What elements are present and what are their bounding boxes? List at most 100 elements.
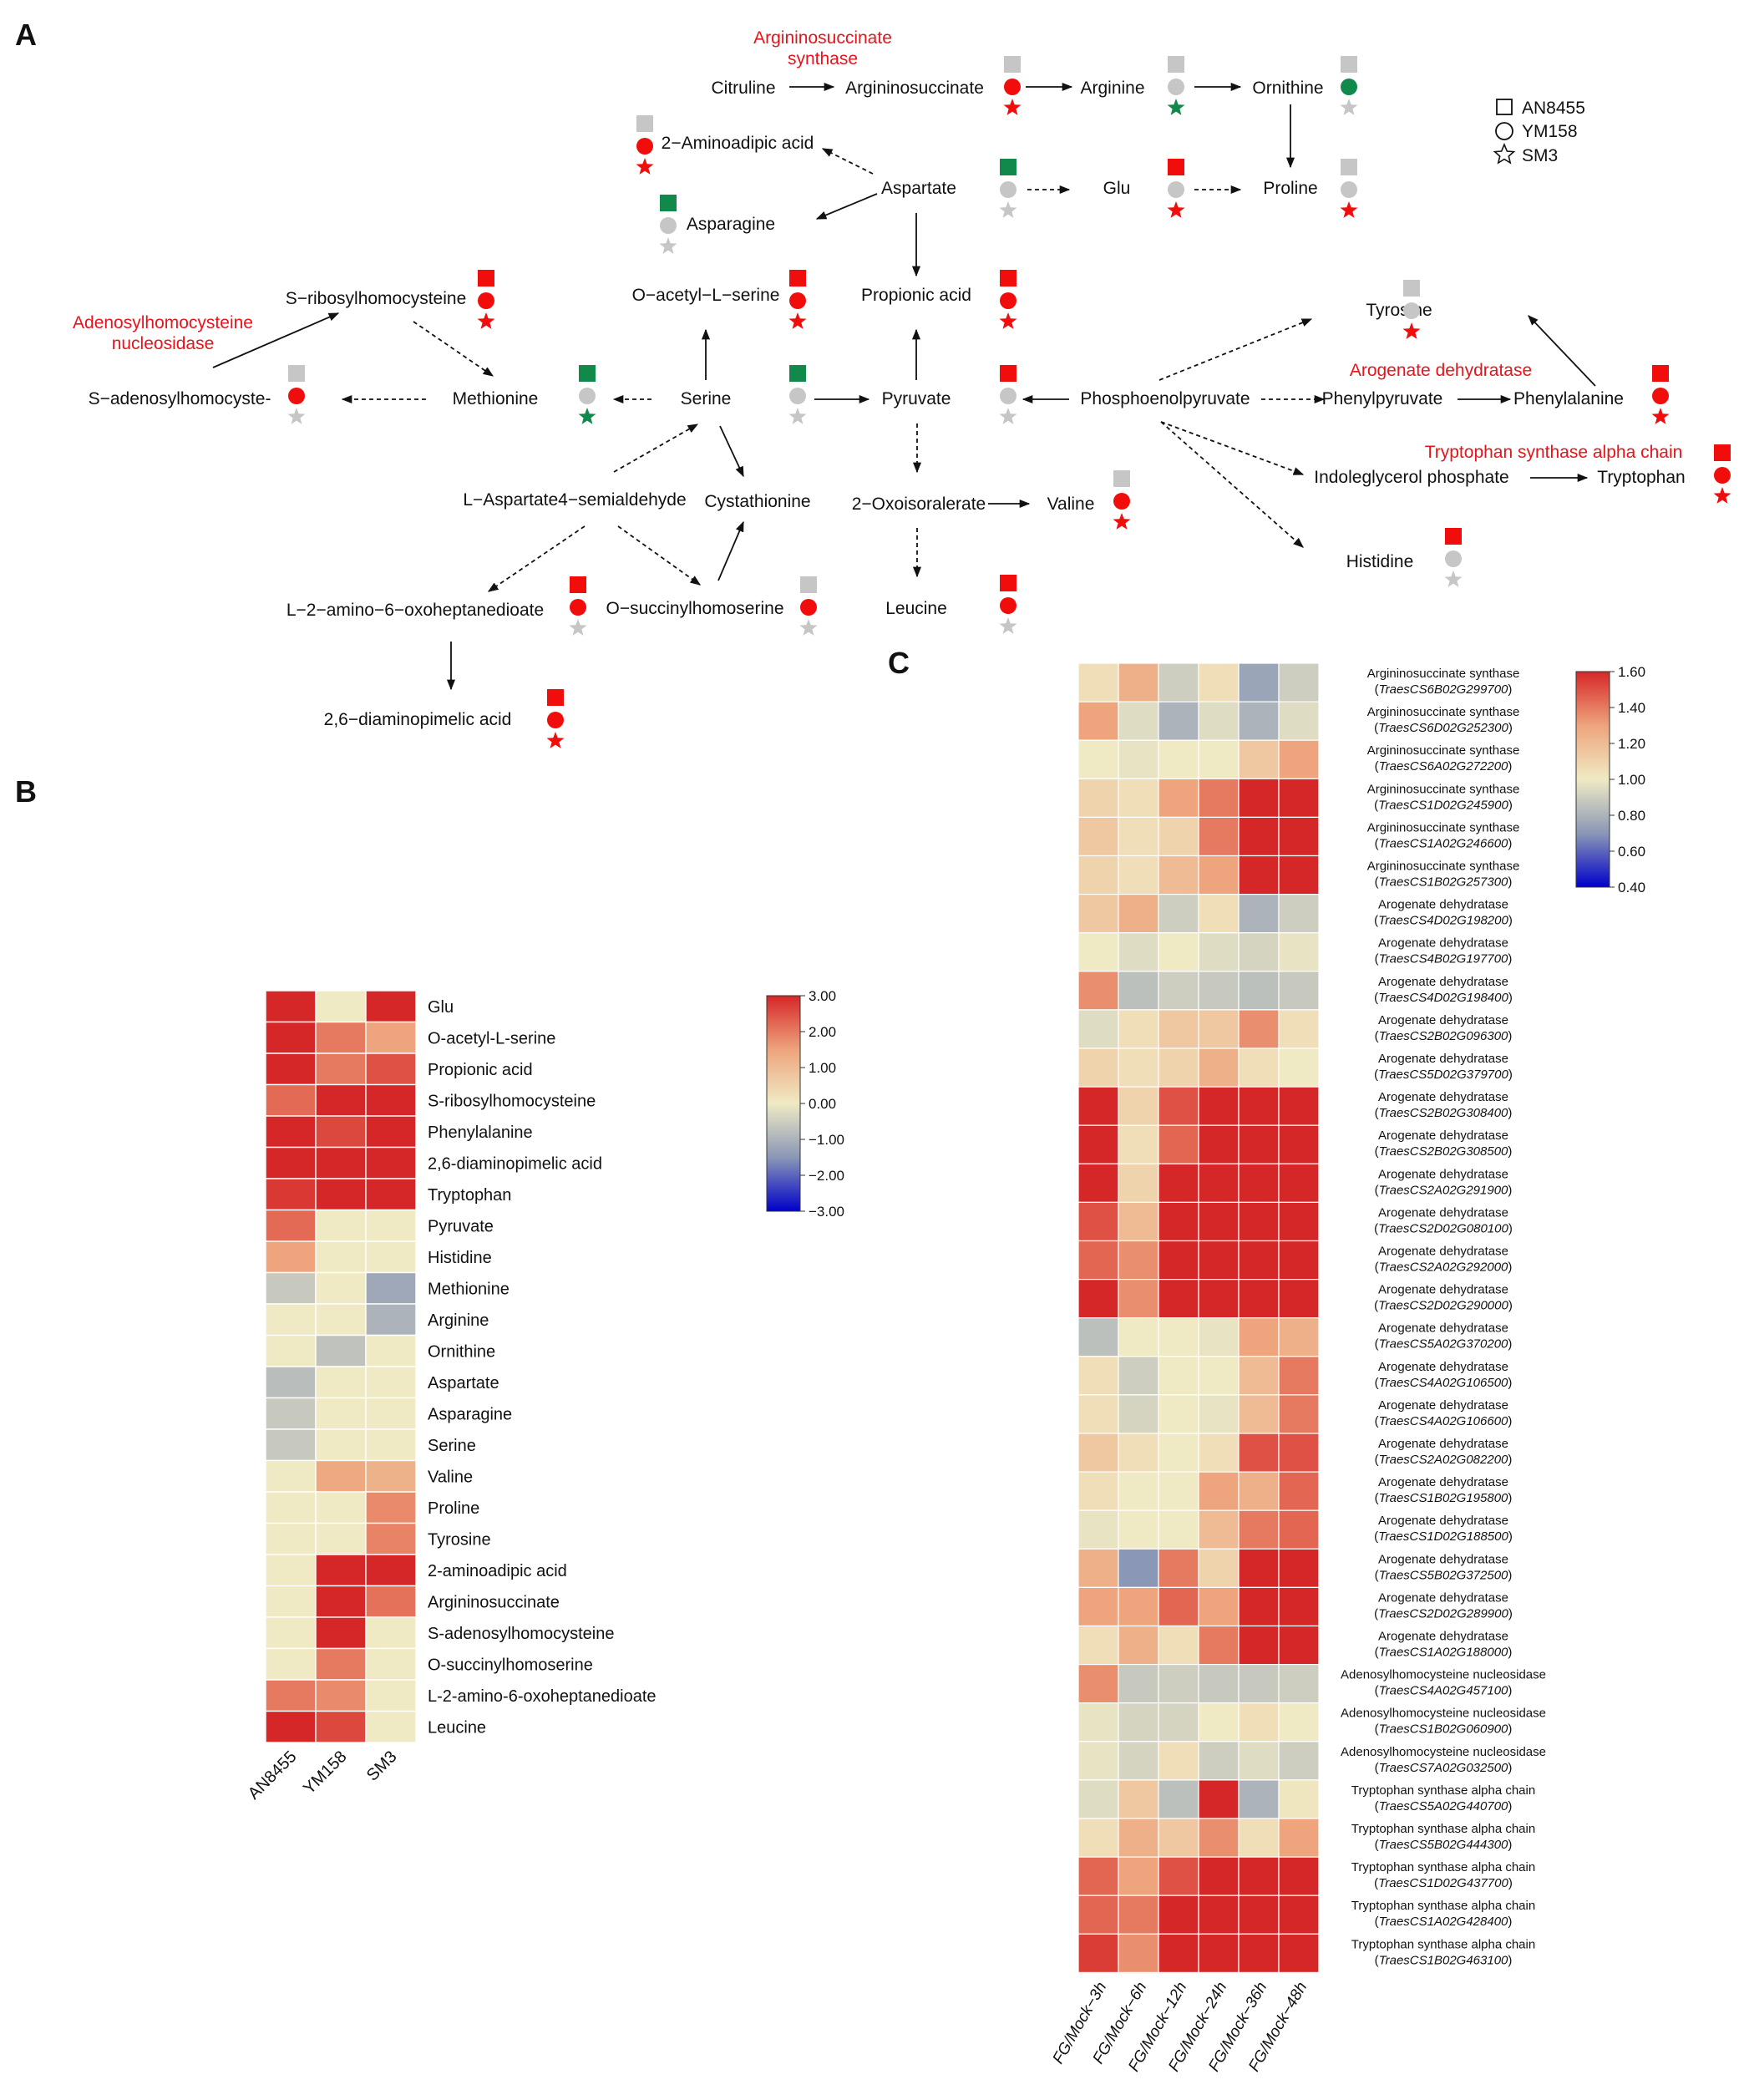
enzyme-label: nucleosidase xyxy=(112,334,215,353)
heatmap-c-row-gene: (TraesCS5B02G372500) xyxy=(1375,1568,1513,1582)
heatmap-b-cell xyxy=(315,1334,367,1367)
heatmap-c-cell xyxy=(1278,1433,1320,1473)
heatmap-c-cell xyxy=(1077,1933,1119,1974)
heatmap-b-row-label: O-succinylhomoserine xyxy=(428,1656,593,1674)
heatmap-c-cell xyxy=(1278,1625,1320,1666)
marker-square-sribosyl xyxy=(478,270,494,287)
heatmap-c-cell xyxy=(1278,1663,1320,1704)
heatmap-c-row-name: Arogenate dehydratase xyxy=(1378,1630,1508,1644)
heatmap-c-cell xyxy=(1278,1163,1320,1204)
marker-star-aspartate xyxy=(999,201,1017,218)
heatmap-c-cell xyxy=(1198,1586,1240,1627)
heatmap-c-row-gene: (TraesCS5A02G370200) xyxy=(1375,1337,1513,1352)
heatmap-b-cell xyxy=(265,1083,317,1117)
heatmap-b-row-label: Tryptophan xyxy=(428,1186,511,1205)
heatmap-c-cell xyxy=(1198,816,1240,857)
marker-star-propionic xyxy=(999,312,1017,329)
marker-circle-argininosuccinate xyxy=(1004,79,1021,95)
colorbar-c-tick-label: 1.20 xyxy=(1618,736,1645,752)
heatmap-c-row-gene: (TraesCS5B02G444300) xyxy=(1375,1838,1513,1852)
heatmap-c-cell xyxy=(1077,1009,1119,1049)
heatmap-c-cell xyxy=(1198,778,1240,818)
heatmap-c-cell xyxy=(1158,1240,1199,1281)
marker-square-glu xyxy=(1168,159,1184,175)
pathway-diagram: Argininosuccinate synthase Adenosylhomoc… xyxy=(73,28,1731,748)
heatmap-b-cell xyxy=(265,1366,317,1399)
heatmap-b-row-label: O-acetyl-L-serine xyxy=(428,1029,555,1047)
heatmap-b-row-label: Serine xyxy=(428,1437,476,1455)
node-phenylpyruvate: Phenylpyruvate xyxy=(1322,389,1443,408)
heatmap-b-row-label: Phenylalanine xyxy=(428,1124,533,1142)
heatmap-b-cell xyxy=(315,1679,367,1712)
heatmap-c-cell xyxy=(1118,1240,1159,1281)
marker-square-aspartate xyxy=(1000,159,1016,175)
heatmap-c-cell xyxy=(1198,1047,1240,1088)
marker-circle-glu xyxy=(1168,181,1184,198)
heatmap-c-cell xyxy=(1278,1586,1320,1627)
heatmap-c-cell xyxy=(1158,1625,1199,1666)
heatmap-c-cell xyxy=(1118,1625,1159,1666)
heatmap-c-cell xyxy=(1238,1586,1280,1627)
heatmap-c-cell xyxy=(1158,1201,1199,1242)
heatmap-c-cell xyxy=(1118,855,1159,895)
heatmap-c-cell xyxy=(1278,778,1320,818)
marker-star-pyruvate xyxy=(999,408,1017,424)
heatmap-c-cell xyxy=(1118,1933,1159,1974)
heatmap-b-cell xyxy=(365,1522,417,1555)
legend-label-sm3: SM3 xyxy=(1522,146,1558,165)
heatmap-c-cell xyxy=(1198,662,1240,703)
node-asparagine: Asparagine xyxy=(687,215,775,234)
heatmap-c-row-name: Argininosuccinate synthase xyxy=(1367,743,1520,758)
heatmap-c-row-name: Tryptophan synthase alpha chain xyxy=(1351,1860,1535,1874)
colorbar-b-tick-label: −2.00 xyxy=(809,1168,844,1184)
marker-square-valine xyxy=(1113,470,1130,487)
marker-star-arginine xyxy=(1167,99,1185,115)
heatmap-c-row-name: Adenosylhomocysteine nucleosidase xyxy=(1341,1745,1546,1759)
heatmap-c-cell xyxy=(1238,1509,1280,1550)
colorbar-c-tick-label: 0.80 xyxy=(1618,808,1645,824)
colorbar-b-tick-label: −1.00 xyxy=(809,1132,844,1148)
heatmap-b-cell xyxy=(265,1303,317,1337)
heatmap-c-row-gene: (TraesCS2D02G290000) xyxy=(1374,1299,1513,1313)
heatmap-b-cell xyxy=(315,1491,367,1524)
heatmap-c-cell xyxy=(1198,893,1240,934)
marker-star-glu xyxy=(1167,201,1185,218)
heatmap-c-cell xyxy=(1158,1124,1199,1164)
heatmap-c-cell xyxy=(1077,1625,1119,1666)
heatmap-b-cell xyxy=(365,1021,417,1054)
heatmap-c-row-name: Arogenate dehydratase xyxy=(1378,1205,1508,1220)
heatmap-c-cell xyxy=(1278,1086,1320,1126)
heatmap-c-cell xyxy=(1077,1702,1119,1742)
heatmap-c-cell xyxy=(1077,1895,1119,1935)
heatmap-c-cell xyxy=(1158,778,1199,818)
heatmap-c-row-gene: (TraesCS6D02G252300) xyxy=(1374,721,1513,735)
heatmap-c-cell xyxy=(1158,662,1199,703)
heatmap-b-row-label: Pyruvate xyxy=(428,1217,494,1235)
colorbar-b-tick-label: 2.00 xyxy=(809,1024,836,1040)
node-methionine: Methionine xyxy=(453,389,539,408)
marker-square-propionic xyxy=(1000,270,1016,287)
heatmap-c-cell xyxy=(1077,971,1119,1011)
heatmap-b-cell xyxy=(315,1146,367,1179)
edge xyxy=(1160,421,1305,475)
heatmap-c-row-gene: (TraesCS1B02G257300) xyxy=(1375,875,1513,890)
marker-square-proline xyxy=(1341,159,1357,175)
heatmap-b-cell xyxy=(315,1240,367,1274)
heatmap-c-cell xyxy=(1198,1086,1240,1126)
legend-label-ym158: YM158 xyxy=(1522,122,1578,141)
marker-star-diaminopimelic xyxy=(546,732,565,748)
marker-circle-sadenosyl xyxy=(288,388,305,404)
edge xyxy=(1160,421,1304,548)
heatmap-c-cell xyxy=(1238,662,1280,703)
heatmap-b-row-label: 2,6-diaminopimelic acid xyxy=(428,1154,602,1173)
heatmap-c-cell xyxy=(1118,1818,1159,1858)
heatmap-c-cell xyxy=(1278,1278,1320,1319)
heatmap-c-cell xyxy=(1278,816,1320,857)
colorbar-b-tick-label: 0.00 xyxy=(809,1096,836,1112)
node-oacetyl: O−acetyl−L−serine xyxy=(632,286,780,305)
marker-square-methionine xyxy=(579,365,596,382)
heatmap-c-cell xyxy=(1118,1471,1159,1511)
heatmap-c-cell xyxy=(1238,932,1280,972)
heatmap-c-row-gene: (TraesCS1A02G246600) xyxy=(1375,836,1513,850)
heatmap-c-row-name: Argininosuccinate synthase xyxy=(1367,820,1520,834)
